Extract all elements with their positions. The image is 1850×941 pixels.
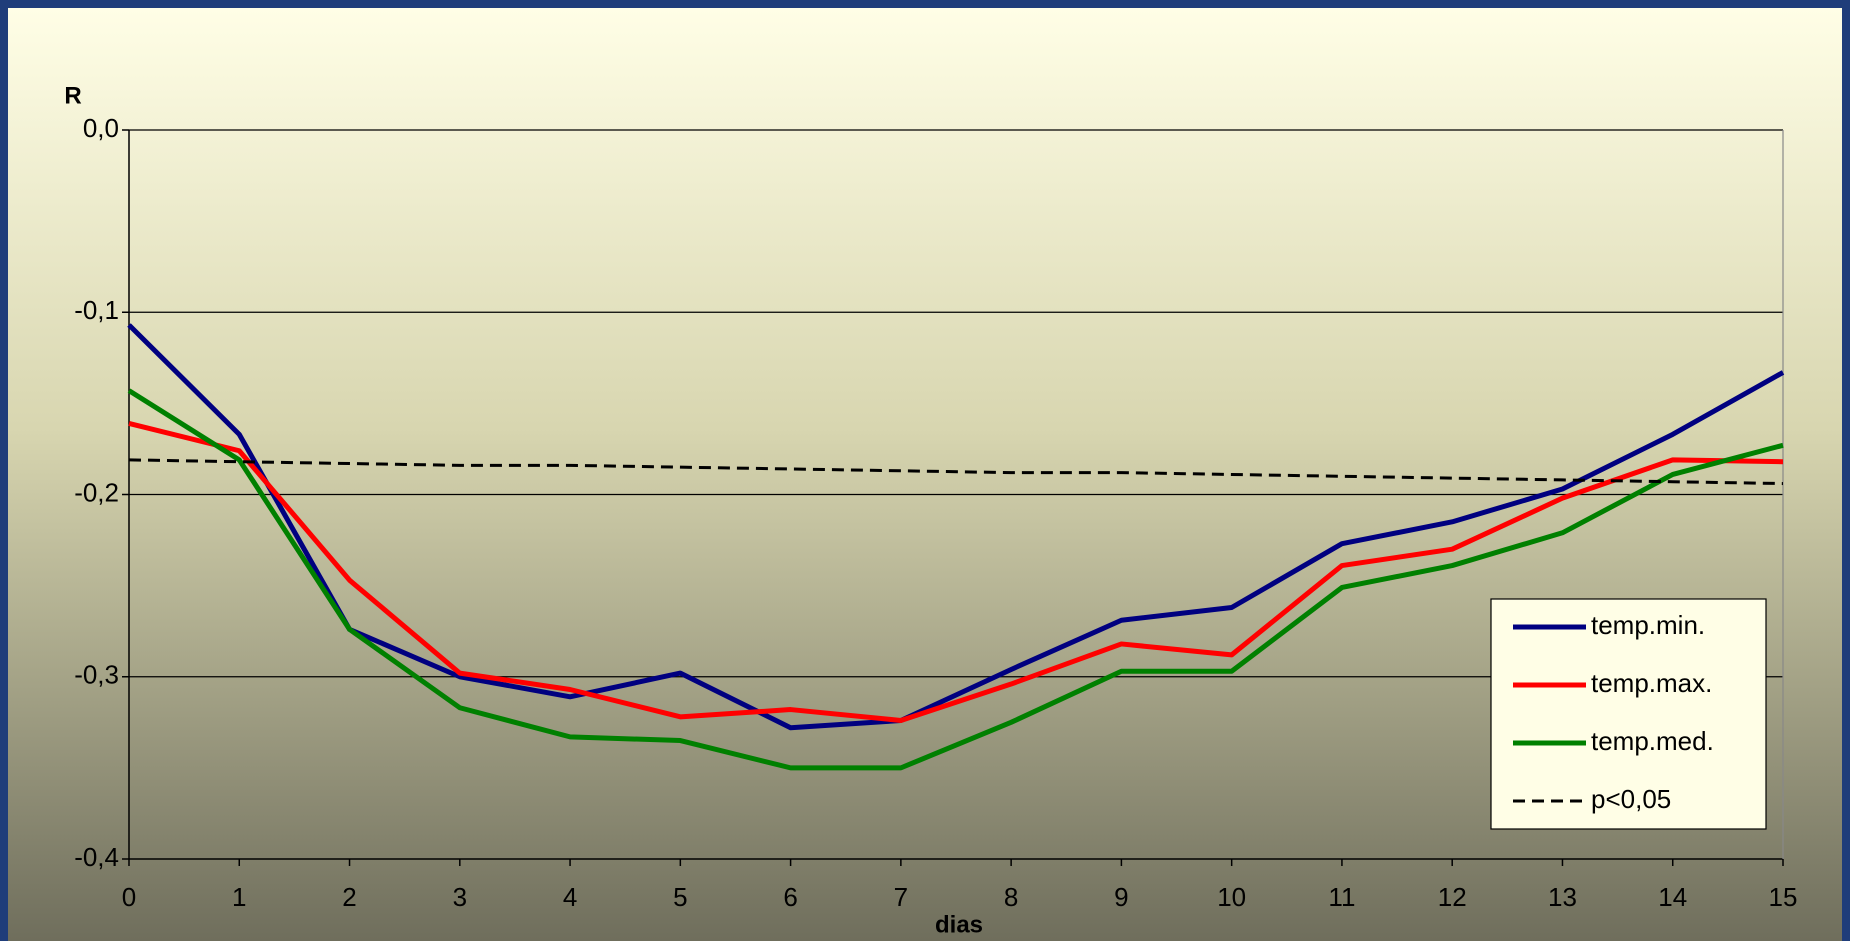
x-tick-label: 4 (563, 882, 577, 912)
x-tick-label: 6 (783, 882, 797, 912)
series-line (128, 458, 1784, 486)
x-tick-label: 3 (453, 882, 467, 912)
x-tick-label: 2 (342, 882, 356, 912)
legend-label: temp.min. (1591, 610, 1705, 640)
y-tick-label: -0,2 (74, 477, 119, 507)
x-tick-label: 13 (1548, 882, 1577, 912)
legend-box (1490, 598, 1767, 830)
legend-label: temp.med. (1591, 726, 1714, 756)
series-line (127, 388, 1784, 771)
x-tick-label: 5 (673, 882, 687, 912)
x-axis-label: dias (935, 911, 983, 938)
y-tick-label: -0,4 (74, 842, 119, 872)
series-line (127, 323, 1785, 731)
x-tick-label: 10 (1217, 882, 1246, 912)
x-tick-label: 12 (1438, 882, 1467, 912)
x-tick-label: 15 (1769, 882, 1798, 912)
x-tick-label: 14 (1658, 882, 1687, 912)
y-tick-label: -0,1 (74, 295, 119, 325)
legend-label: p<0,05 (1591, 784, 1671, 814)
y-axis-label: R (64, 82, 81, 109)
y-tick-label: 0,0 (83, 113, 119, 143)
x-tick-label: 8 (1004, 882, 1018, 912)
legend-label: temp.max. (1591, 668, 1712, 698)
series-line (128, 420, 1784, 723)
x-tick-label: 7 (894, 882, 908, 912)
x-tick-label: 0 (122, 882, 136, 912)
y-tick-label: -0,3 (74, 660, 119, 690)
x-tick-label: 1 (232, 882, 246, 912)
x-tick-label: 9 (1114, 882, 1128, 912)
x-tick-label: 11 (1328, 882, 1355, 912)
